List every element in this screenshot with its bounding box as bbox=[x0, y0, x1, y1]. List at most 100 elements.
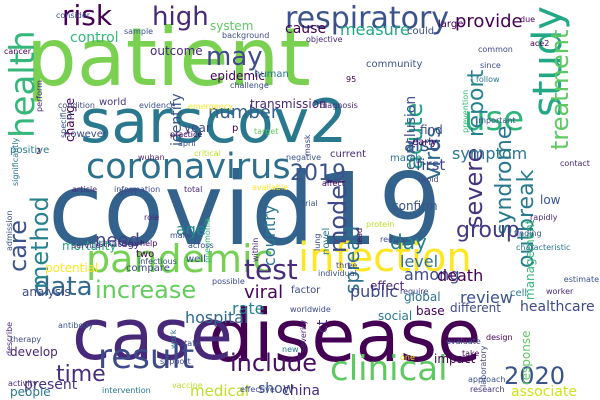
word: human bbox=[254, 69, 289, 80]
word: cancer bbox=[4, 47, 31, 56]
word: symptom bbox=[452, 144, 528, 163]
word: different bbox=[450, 301, 501, 315]
word: public bbox=[350, 282, 399, 301]
word: role bbox=[144, 213, 160, 222]
word: clinical bbox=[330, 349, 448, 389]
word: potential bbox=[45, 261, 99, 275]
word: service bbox=[72, 241, 101, 250]
word: level bbox=[400, 252, 439, 271]
word: data bbox=[34, 272, 93, 302]
word: support bbox=[160, 357, 191, 366]
word: group bbox=[456, 218, 520, 243]
word: 2019 bbox=[290, 161, 346, 186]
word: 3 bbox=[66, 111, 73, 122]
word: emergency bbox=[188, 102, 233, 111]
word: present bbox=[24, 377, 78, 393]
word: due bbox=[520, 15, 536, 24]
word: severity bbox=[299, 320, 308, 353]
word: current bbox=[330, 149, 367, 160]
word: respiratory bbox=[285, 1, 450, 36]
word: treatment bbox=[546, 30, 574, 151]
word: admission bbox=[5, 210, 14, 251]
word: laboratory bbox=[479, 346, 488, 388]
word: activity bbox=[8, 379, 38, 388]
word: mask bbox=[303, 134, 312, 156]
word: show bbox=[258, 381, 295, 397]
word: also bbox=[404, 135, 441, 156]
word: base bbox=[416, 304, 445, 318]
word: april bbox=[178, 139, 196, 148]
word: one bbox=[400, 353, 415, 362]
word: ace2 bbox=[530, 39, 550, 48]
word: develop bbox=[10, 345, 58, 359]
word: social bbox=[378, 309, 413, 323]
word: transmission bbox=[250, 97, 327, 111]
word: p bbox=[232, 123, 239, 134]
word: available bbox=[252, 183, 289, 192]
word: sample bbox=[124, 27, 154, 36]
word: significantly bbox=[11, 138, 20, 187]
word: compare bbox=[126, 263, 170, 274]
word: practice bbox=[170, 130, 203, 139]
word: low bbox=[540, 193, 561, 207]
word: result bbox=[98, 337, 195, 377]
word: sarscov2 bbox=[80, 87, 348, 157]
word: case bbox=[72, 294, 233, 376]
word: hospital bbox=[185, 308, 249, 327]
word: within bbox=[251, 238, 260, 263]
word: state bbox=[180, 339, 201, 348]
word: work bbox=[169, 330, 178, 350]
word: since bbox=[480, 61, 501, 70]
word: country bbox=[260, 205, 279, 267]
word: coronavirus bbox=[86, 147, 291, 187]
word: two bbox=[136, 249, 155, 260]
word: disease bbox=[208, 294, 482, 378]
word: cell bbox=[510, 288, 528, 299]
word: wuhan bbox=[138, 153, 165, 162]
word: worker bbox=[546, 287, 574, 296]
word: evaluate bbox=[446, 337, 481, 346]
word: positive bbox=[10, 145, 50, 156]
word: new bbox=[282, 345, 299, 354]
word: rapidly bbox=[530, 213, 558, 222]
word: epidemic bbox=[210, 69, 265, 83]
word: finding bbox=[514, 229, 542, 238]
word: death bbox=[437, 266, 484, 285]
word: prevention bbox=[461, 90, 470, 134]
word: objective bbox=[306, 35, 343, 44]
word: common bbox=[478, 45, 513, 54]
word: control bbox=[70, 30, 119, 46]
word: strategy bbox=[98, 239, 140, 250]
word: analysis bbox=[22, 285, 71, 299]
word: infection bbox=[298, 235, 472, 281]
word: across bbox=[188, 241, 214, 250]
word: ct bbox=[315, 320, 331, 334]
word: increase bbox=[95, 276, 197, 304]
word: review bbox=[460, 288, 513, 307]
word: negative bbox=[286, 153, 321, 162]
word: antibody bbox=[58, 321, 94, 330]
word: therapy bbox=[10, 335, 42, 344]
word: three bbox=[336, 261, 358, 270]
word: possible bbox=[212, 277, 245, 286]
word: diagnosis bbox=[320, 101, 358, 110]
word: rapid bbox=[418, 175, 439, 184]
word: response bbox=[519, 330, 533, 385]
word: worldwide bbox=[290, 305, 331, 314]
word: system bbox=[210, 19, 254, 33]
word: reduce bbox=[380, 235, 408, 244]
word: high bbox=[152, 2, 209, 32]
word: follow bbox=[476, 75, 500, 84]
word: lead bbox=[355, 228, 364, 246]
word: approach bbox=[468, 375, 506, 384]
word: world bbox=[99, 97, 127, 108]
word: first bbox=[416, 156, 446, 174]
word: outcome bbox=[150, 44, 203, 58]
word: test bbox=[244, 253, 298, 286]
word: rate bbox=[232, 299, 265, 318]
word: characteristic bbox=[516, 243, 571, 252]
word: important bbox=[476, 116, 516, 125]
word: consider bbox=[56, 11, 91, 20]
word: age bbox=[176, 220, 206, 239]
